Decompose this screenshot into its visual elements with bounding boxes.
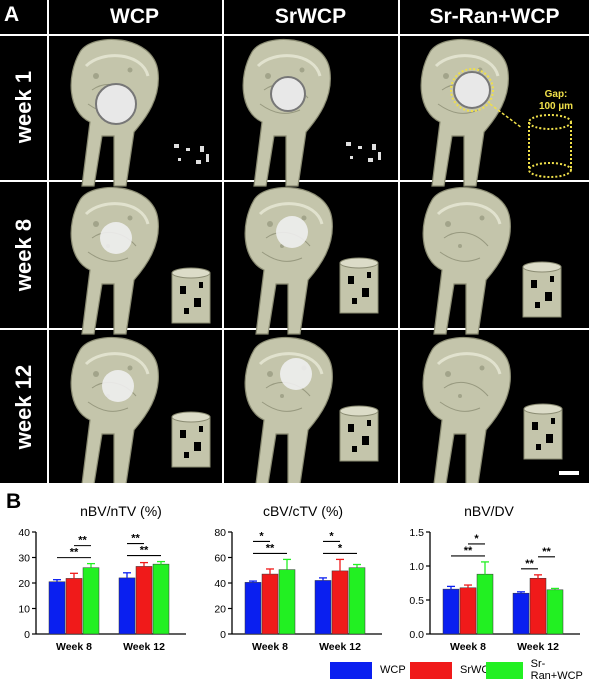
significance-label: *: [329, 530, 334, 542]
significance-label: *: [259, 530, 264, 542]
significance-label: **: [131, 533, 140, 545]
bar: [278, 569, 296, 635]
scale-bar: [559, 471, 579, 475]
column-header-wcp: WCP: [110, 5, 159, 28]
micro-ct-renderings: [69, 37, 572, 483]
significance-label: **: [70, 547, 79, 559]
legend-item-wcp: WCP: [330, 661, 406, 679]
grid-divider: [398, 0, 400, 483]
bar: [135, 566, 153, 635]
y-tick-label: 0: [220, 629, 226, 641]
significance-label: **: [542, 546, 551, 558]
bar: [152, 563, 170, 635]
bar: [512, 592, 530, 635]
legend-label: WCP: [380, 664, 406, 676]
y-tick-label: 0.0: [409, 629, 424, 641]
y-tick-label: 30: [18, 553, 30, 565]
bar: [244, 582, 262, 635]
grid-divider: [47, 0, 49, 483]
x-tick-label: Week 12: [319, 641, 361, 653]
significance-label: *: [338, 542, 343, 554]
bar: [331, 570, 349, 635]
bar: [82, 567, 100, 635]
bar: [348, 567, 366, 635]
column-header-srwcp: SrWCP: [274, 5, 347, 28]
y-tick-label: 40: [214, 578, 226, 590]
significance-label: **: [140, 545, 149, 557]
panel-b-label: B: [6, 490, 22, 513]
legend-swatch: [330, 661, 372, 679]
x-tick-label: Week 12: [123, 641, 165, 653]
y-tick-label: 60: [214, 553, 226, 565]
gap-annotation-line-2: 100 µm: [538, 101, 574, 112]
legend-item-sr-ran-wcp: Sr-Ran+WCP: [486, 658, 589, 682]
gap-annotation: Gap: 100 µm: [527, 89, 585, 113]
significance-label: **: [464, 545, 473, 557]
grid-divider: [0, 34, 589, 36]
chart-1-title: nBV/nTV (%): [80, 503, 162, 519]
significance-label: **: [525, 558, 534, 570]
bar: [529, 577, 547, 635]
y-tick-label: 20: [214, 604, 226, 616]
legend-item-srwcp: SrWCP: [410, 661, 497, 679]
y-tick-label: 40: [18, 527, 30, 539]
y-tick-label: 1.0: [409, 561, 424, 573]
column-header-sr-ran-wcp: Sr-Ran+WCP: [429, 5, 560, 28]
x-tick-label: Week 8: [252, 641, 288, 653]
panel-a-micro-ct-grid: A WCP SrWCP Sr-Ran+WCP week 1 week 8 wee…: [0, 0, 589, 483]
bar: [314, 580, 332, 635]
significance-label: **: [266, 542, 275, 554]
panel-a-label: A: [4, 3, 20, 26]
grid-divider: [222, 0, 224, 483]
y-tick-label: 10: [18, 604, 30, 616]
x-tick-label: Week 8: [450, 641, 486, 653]
x-tick-label: Week 12: [517, 641, 559, 653]
chart-2-title: cBV/cTV (%): [262, 503, 344, 519]
bar: [118, 577, 136, 635]
significance-label: *: [474, 533, 479, 545]
significance-label: **: [78, 535, 87, 547]
bar: [459, 587, 477, 635]
bar: [261, 573, 279, 635]
y-tick-label: 0.5: [409, 595, 424, 607]
y-tick-label: 0: [24, 629, 30, 641]
y-tick-label: 80: [214, 527, 226, 539]
legend-swatch: [410, 661, 452, 679]
bar: [442, 588, 460, 635]
bar: [476, 573, 494, 635]
y-tick-label: 20: [18, 578, 30, 590]
legend-label: Sr-Ran+WCP: [530, 658, 583, 682]
gap-annotation-line-1: Gap:: [544, 89, 568, 100]
chart-3-title: nBV/DV: [464, 503, 514, 519]
x-tick-label: Week 8: [56, 641, 92, 653]
bar: [546, 589, 564, 635]
bar: [65, 578, 83, 635]
bar: [48, 581, 66, 635]
y-tick-label: 1.5: [409, 527, 424, 539]
legend-swatch: [486, 661, 523, 679]
